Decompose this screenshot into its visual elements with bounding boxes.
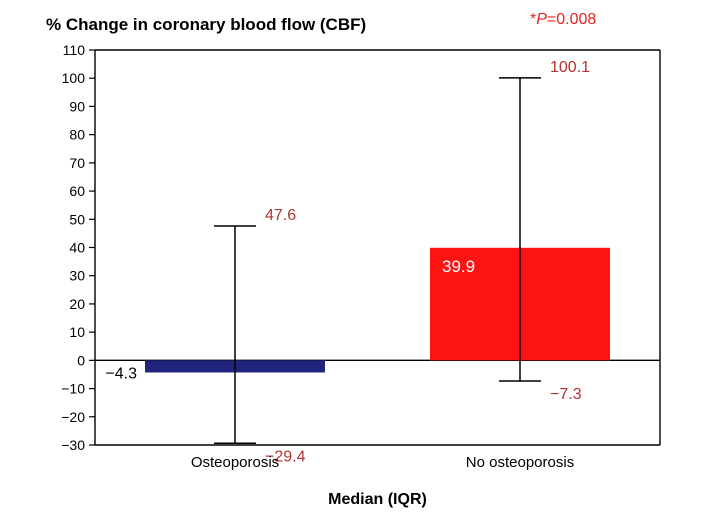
error-low-label: −7.3 (550, 386, 582, 403)
chart-svg: −30−20−10010203040506070809010011047.6−2… (0, 0, 720, 522)
y-tick-label: −10 (61, 381, 85, 397)
y-tick-label: 110 (63, 42, 86, 58)
y-tick-label: 30 (69, 268, 85, 284)
p-value-text: *P=0.008 (530, 11, 596, 28)
y-tick-label: 50 (69, 211, 85, 227)
y-tick-label: 60 (69, 183, 85, 199)
y-tick-label: 0 (77, 352, 85, 368)
chart-title-text: % Change in coronary blood flow (CBF) (46, 15, 366, 34)
y-tick-label: 70 (69, 155, 85, 171)
y-tick-label: 40 (69, 240, 85, 256)
error-high-label: 47.6 (265, 207, 296, 224)
y-tick-label: 100 (62, 70, 86, 86)
chart-background (0, 0, 720, 522)
y-tick-label: −30 (61, 437, 85, 453)
bar-value-label: 39.9 (442, 257, 475, 276)
error-high-label: 100.1 (550, 59, 590, 76)
y-tick-label: 90 (69, 98, 85, 114)
y-tick-label: 20 (69, 296, 85, 312)
y-tick-label: 10 (69, 324, 85, 340)
y-tick-label: 80 (69, 127, 85, 143)
chart-container: −30−20−10010203040506070809010011047.6−2… (0, 0, 720, 522)
category-label: Osteoporosis (191, 454, 279, 471)
bar-value-label: −4.3 (105, 365, 137, 382)
y-tick-label: −20 (61, 409, 85, 425)
x-axis-label-text: Median (IQR) (328, 491, 427, 508)
category-label: No osteoporosis (466, 454, 574, 471)
